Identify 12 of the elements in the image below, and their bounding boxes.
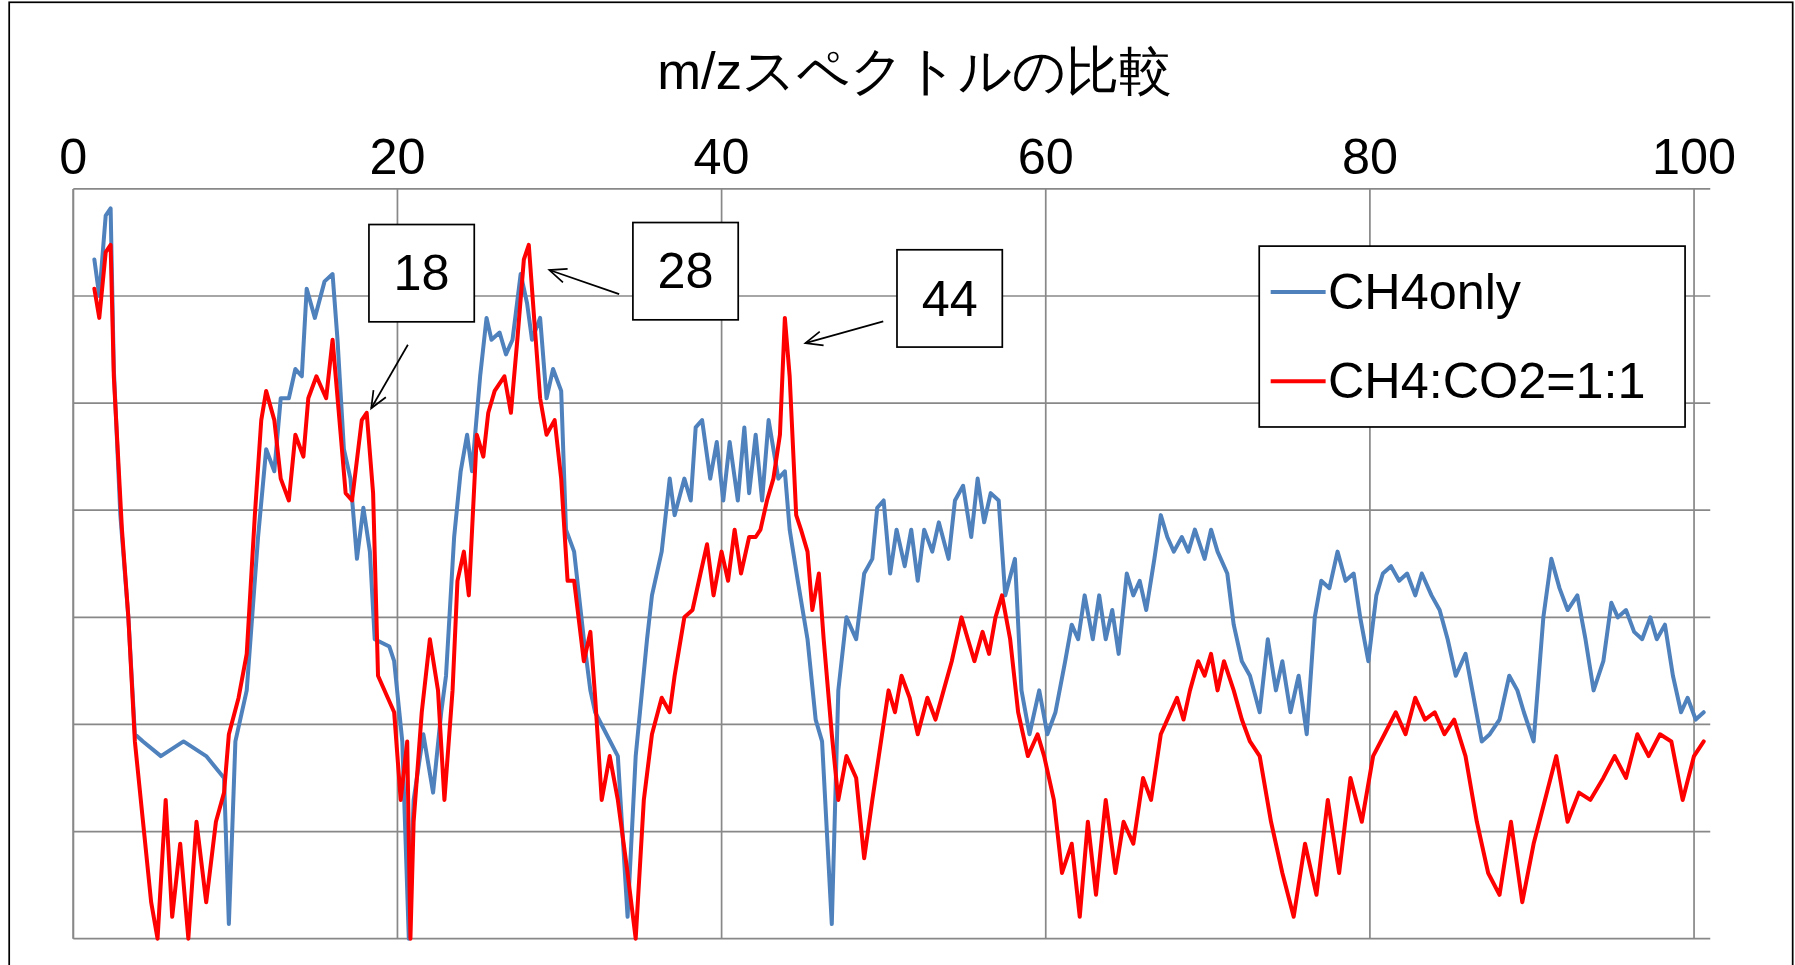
x-tick-label: 80 bbox=[1341, 128, 1398, 185]
legend-label: CH4:CO2=1:1 bbox=[1327, 352, 1646, 410]
x-tick-label: 60 bbox=[1017, 128, 1074, 185]
annotation: 28 bbox=[657, 242, 714, 300]
x-tick-label: 0 bbox=[59, 128, 88, 185]
x-tick-label: 100 bbox=[1652, 128, 1737, 185]
annotation: 44 bbox=[921, 269, 978, 327]
annotation: 18 bbox=[393, 244, 450, 302]
legend-label: CH4only bbox=[1327, 263, 1522, 321]
title: m/zスペクトルの比較 bbox=[657, 41, 1173, 101]
x-tick-label: 40 bbox=[693, 128, 750, 185]
x-tick-label: 20 bbox=[369, 128, 426, 185]
